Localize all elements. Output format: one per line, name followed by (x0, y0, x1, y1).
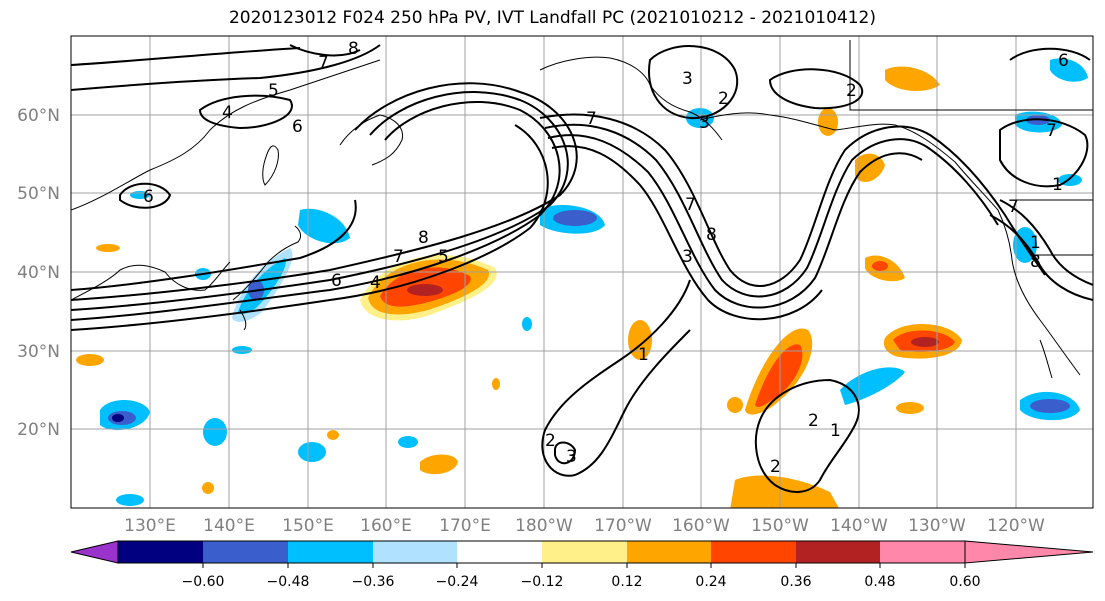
contour-label: 8 (418, 228, 429, 248)
colorbar-segment (880, 541, 965, 563)
lon-label: 130°W (908, 516, 966, 536)
colorbar-extend-high (964, 540, 1094, 564)
lon-label: 140°W (830, 516, 888, 536)
colorbar-tick-label: −0.48 (267, 574, 310, 590)
contour-label: 4 (370, 273, 381, 293)
lon-label: 170°E (439, 516, 491, 536)
colorbar-tick-label: −0.24 (436, 574, 479, 590)
contour-label: 2 (770, 457, 781, 477)
lon-label: 170°W (594, 516, 652, 536)
lat-label: 50°N (17, 184, 60, 204)
colorbar-segment (627, 541, 711, 563)
plot-frame (70, 35, 1094, 509)
contour-label: 5 (268, 81, 279, 101)
lon-label: 130°E (124, 516, 176, 536)
colorbar-segment (542, 541, 627, 563)
contour-label: 7 (393, 247, 404, 267)
colorbar-tick-label: 0.36 (780, 574, 811, 590)
contour-label: 1 (1030, 233, 1041, 253)
contour-label: 3 (699, 113, 710, 133)
lon-label: 160°W (672, 516, 730, 536)
lon-label: 160°E (360, 516, 412, 536)
lat-label: 20°N (17, 420, 60, 440)
lon-label: 140°E (203, 516, 255, 536)
colorbar-tick-label: 0.48 (864, 574, 895, 590)
colorbar-segment (373, 541, 457, 563)
colorbar-tick-label: −0.60 (182, 574, 225, 590)
contour-label: 1 (638, 345, 649, 365)
contour-label: 6 (143, 187, 154, 207)
contour-label: 2 (808, 411, 819, 431)
lat-label: 40°N (17, 263, 60, 283)
lon-axis: 130°E 140°E 150°E 160°E 170°E 180°W 170°… (124, 516, 1045, 536)
lat-label: 30°N (17, 342, 60, 362)
contour-label: 1 (830, 421, 841, 441)
lon-label: 120°W (987, 516, 1045, 536)
lat-axis: 60°N 50°N 40°N 30°N 20°N (17, 106, 60, 440)
colorbar-tick-label: 0.24 (695, 574, 726, 590)
lon-label: 150°E (282, 516, 334, 536)
contour-label: 8 (706, 225, 717, 245)
contour-label: 7 (318, 53, 329, 73)
colorbar-tick-label: −0.12 (521, 574, 564, 590)
colorbar-segment (118, 541, 203, 563)
colorbar-segment (288, 541, 373, 563)
contour-label: 3 (566, 447, 577, 467)
contour-label: 1 (1052, 175, 1063, 195)
contour-label: 5 (438, 247, 449, 267)
lat-label: 60°N (17, 106, 60, 126)
contour-label: 3 (682, 247, 693, 267)
gridlines (71, 36, 1093, 508)
lon-label: 180°W (515, 516, 573, 536)
contour-label: 8 (348, 39, 359, 59)
colorbar-tick-label: 0.60 (949, 574, 980, 590)
colorbar-segment (457, 541, 542, 563)
contour-label: 2 (846, 81, 857, 101)
colorbar-segment (711, 541, 796, 563)
colorbar: −0.60 −0.48 −0.36 −0.24 −0.12 0.12 0.24 … (70, 540, 1094, 590)
colorbar-segment (796, 541, 880, 563)
colorbar-tick-label: 0.12 (611, 574, 642, 590)
contour-label: 3 (682, 69, 693, 89)
contour-label: 6 (331, 271, 342, 291)
map-title: 2020123012 F024 250 hPa PV, IVT Landfall… (228, 8, 876, 28)
contour-label: 6 (292, 117, 303, 137)
contour-label: 7 (1008, 197, 1019, 217)
contour-label: 2 (718, 89, 729, 109)
contour-label-group: 8 7 5 6 4 6 7 8 7 6 4 5 7 3 8 3 2 3 2 6 … (143, 39, 1069, 477)
contour-label: 8 (1030, 252, 1041, 272)
shaded-fields (76, 58, 1088, 508)
colorbar-extend-low (70, 540, 119, 564)
contour-label: 6 (1058, 51, 1069, 71)
contour-label: 7 (1046, 121, 1057, 141)
colorbar-segment (203, 541, 288, 563)
contour-label: 2 (545, 431, 556, 451)
contour-lines (71, 44, 1093, 493)
contour-label: 7 (586, 109, 597, 129)
contour-label: 4 (222, 103, 233, 123)
lon-label: 150°W (751, 516, 809, 536)
contour-label: 7 (685, 195, 696, 215)
colorbar-tick-label: −0.36 (352, 574, 395, 590)
